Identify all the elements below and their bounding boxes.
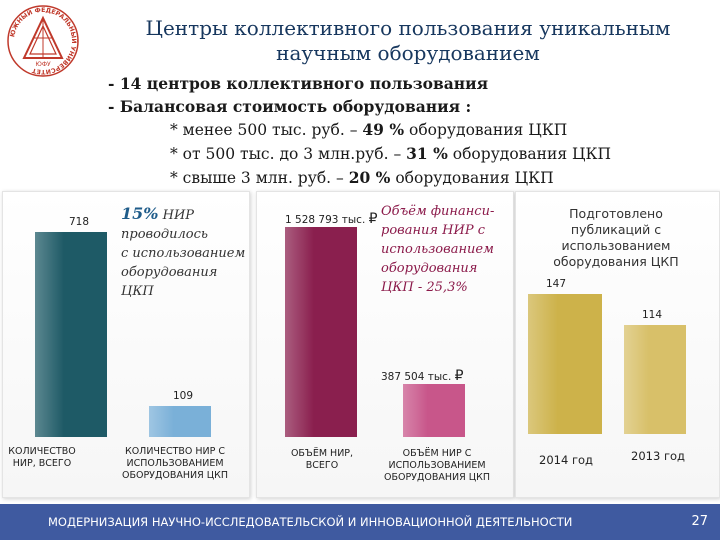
bar-publications-2013 [624,325,686,434]
category-label-2013: 2013 год [631,449,685,463]
chart-nir-volume: 1 528 793 тыс. ₽ 387 504 тыс. ₽ Объём фи… [256,191,514,498]
sub-bullet-1: * менее 500 тыс. руб. – 49 % оборудовани… [170,120,568,139]
bar-volume-ckp [403,383,465,438]
footer-bar: МОДЕРНИЗАЦИЯ НАУЧНО-ИССЛЕДОВАТЕЛЬСКОЙ И … [0,504,720,540]
university-logo: ЮЖНЫЙ ФЕДЕРАЛЬНЫЙ УНИВЕРСИТЕТ ЮФУ [7,5,79,77]
bullet-list: - 14 центров коллективного пользования -… [108,72,611,190]
bar-nir-total [35,232,107,437]
chart-publications: 147 114 Подготовлено публикаций с исполь… [515,191,720,498]
category-label-volume-total: ОБЪЁМ НИР, ВСЕГО [290,448,354,471]
bullet-2: - Балансовая стоимость оборудования : [108,97,472,116]
bar-nir-ckp [149,405,211,438]
sub-bullet-3: * свыше 3 млн. руб. – 20 % оборудования … [170,168,554,187]
data-label-volume-total: 1 528 793 тыс. ₽ [285,211,378,227]
chart-nir-count: 718 109 15% НИР проводилось с использова… [2,191,250,498]
sub-bullet-2: * от 500 тыс. до 3 млн.руб. – 31 % обору… [170,144,612,163]
annotation-volume-share: Объём финанси- рования НИР с использован… [381,204,495,295]
data-label-nir-ckp: 109 [173,389,194,402]
category-label-nir-ckp: КОЛИЧЕСТВО НИР С ИСПОЛЬЗОВАНИЕМ ОБОРУДОВ… [121,446,229,481]
data-label-nir-total: 718 [69,216,90,228]
annotation-publications: Подготовлено публикаций с использованием… [553,206,679,269]
category-label-nir-total: КОЛИЧЕСТВО НИР, ВСЕГО [8,446,76,469]
page-title: Центры коллективного пользования уникаль… [96,16,720,66]
bar-volume-total [285,227,357,437]
title-line-1: Центры коллективного пользования уникаль… [145,16,671,40]
logo-emblem-icon [22,15,64,59]
data-label-publications-2014: 147 [546,278,567,290]
data-label-publications-2013: 114 [642,309,663,322]
title-line-2: научным оборудованием [276,41,540,65]
bullet-1: - 14 центров коллективного пользования [108,74,489,93]
annotation-nir-share: 15% НИР проводилось с использованием обо… [121,204,246,299]
data-label-volume-ckp: 387 504 тыс. ₽ [381,367,464,384]
logo-emblem-text: ЮФУ [35,61,51,68]
footer-text: МОДЕРНИЗАЦИЯ НАУЧНО-ИССЛЕДОВАТЕЛЬСКОЙ И … [48,515,573,529]
page-number: 27 [691,514,708,529]
category-label-2014: 2014 год [539,453,593,467]
bar-publications-2014 [528,294,602,434]
category-label-volume-ckp: ОБЪЁМ НИР С ИСПОЛЬЗОВАНИЕМ ОБОРУДОВАНИЯ … [383,448,491,483]
